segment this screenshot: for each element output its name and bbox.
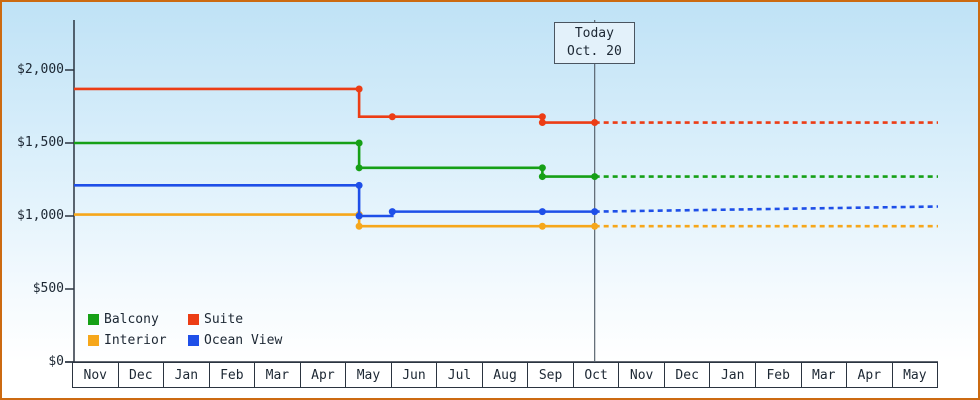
legend-item-ocean-view: Ocean View [188,333,282,348]
series-marker-balcony [355,164,363,172]
x-axis-month-label: Jun [392,363,438,387]
series-line-ocean-view [74,184,595,218]
x-axis-month-label: Jan [164,363,210,387]
series-marker-balcony [538,173,546,181]
x-axis-month-label: Jan [710,363,756,387]
series-marker-ocean-view [538,208,546,216]
x-axis-month-label: Apr [847,363,893,387]
series-marker-suite [388,113,396,121]
legend-item-interior: Interior [88,333,184,348]
legend-swatch-icon [188,314,199,325]
series-marker-balcony [355,139,363,147]
y-axis-tick-label: $1,000 [17,208,64,223]
x-axis-month-label: Mar [802,363,848,387]
x-axis-month-label: Feb [210,363,256,387]
series-marker-ocean-view [355,212,363,220]
x-axis-month-label: Oct [574,363,620,387]
x-axis-month-label: Jul [437,363,483,387]
legend-item-balcony: Balcony [88,312,184,327]
series-line-suite [74,87,595,124]
legend-swatch-icon [88,314,99,325]
series-marker-suite [538,119,546,127]
legend-label: Interior [104,333,167,348]
y-axis-tick-label: $0 [48,354,64,369]
x-axis-month-label: Feb [756,363,802,387]
series-marker-interior [538,222,546,230]
today-marker-box: Today Oct. 20 [554,22,635,64]
legend-item-suite: Suite [188,312,282,327]
x-axis-month-label: May [903,367,927,383]
series-marker-suite [355,85,363,93]
legend-label: Balcony [104,312,159,327]
legend-swatch-icon [188,335,199,346]
legend: Balcony Suite Interior Ocean View [88,312,282,348]
today-date: Oct. 20 [567,44,622,59]
today-label: Today [574,26,614,41]
series-marker-balcony [591,173,599,181]
series-marker-interior [355,222,363,230]
x-axis-month-label: May [346,363,392,387]
series-forecast-ocean-view [594,205,939,213]
chart-background-gradient [2,2,978,362]
series-marker-ocean-view [591,208,599,216]
series-marker-suite [538,113,546,121]
x-axis-month-label: Nov [619,363,665,387]
legend-swatch-icon [88,335,99,346]
x-axis-month-label: Dec [665,363,711,387]
x-axis-month-label: Nov [73,363,119,387]
series-line-interior [74,213,595,228]
x-axis-month-label: Dec [119,363,165,387]
series-marker-interior [591,222,599,230]
legend-label: Suite [204,312,244,327]
x-axis-month-label: Mar [255,363,301,387]
x-axis-month-label: Apr [301,363,347,387]
series-marker-balcony [538,164,546,172]
y-axis-tick-label: $1,500 [17,135,64,150]
series-marker-ocean-view [388,208,396,216]
legend-label: Ocean View [204,333,283,348]
x-axis-month-label: Aug [483,363,529,387]
x-axis-month-row: Nov Dec Jan Feb Mar Apr May Jun Jul Aug Sep Oct Nov D… [72,362,938,388]
y-axis-tick-label: $2,000 [17,62,64,77]
series-marker-ocean-view [355,181,363,189]
series-marker-suite [591,119,599,127]
series-line-balcony [74,141,595,178]
y-axis-tick-label: $500 [32,281,64,296]
x-axis-month-label: Sep [528,363,574,387]
